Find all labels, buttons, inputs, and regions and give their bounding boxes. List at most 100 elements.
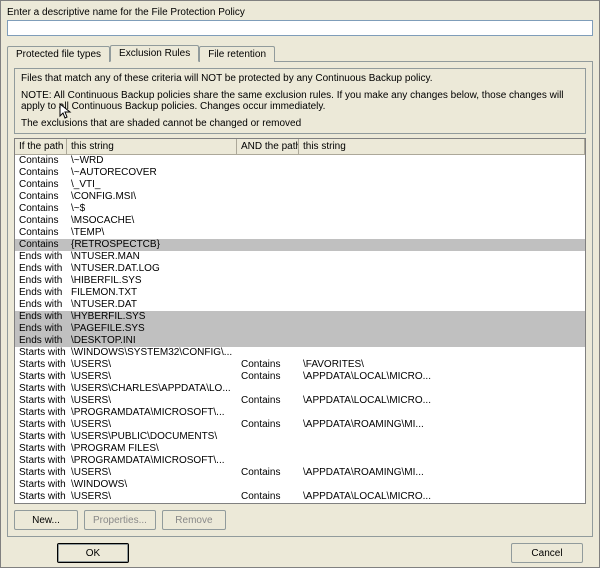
info-line1: Files that match any of these criteria w… (21, 73, 579, 84)
table-cell: Starts with (15, 407, 67, 419)
table-cell: \DESKTOP.INI (67, 335, 237, 347)
table-cell (299, 167, 585, 179)
table-cell (299, 299, 585, 311)
table-row[interactable]: Starts with\USERS\CHARLES\APPDATA\LO... (15, 383, 585, 395)
column-header-string1[interactable]: this string (67, 139, 237, 154)
table-buttons: New... Properties... Remove (14, 510, 586, 530)
table-row[interactable]: Ends with\NTUSER.DAT (15, 299, 585, 311)
table-row[interactable]: Contains\~WRD (15, 155, 585, 167)
table-cell: \APPDATA\LOCAL\MICRO... (299, 395, 585, 407)
table-cell: \APPDATA\ROAMING\MI... (299, 467, 585, 479)
table-cell: \APPDATA\ROAMING\MI... (299, 419, 585, 431)
table-cell (237, 335, 299, 347)
table-cell: Contains (237, 359, 299, 371)
table-cell (299, 287, 585, 299)
table-cell: Ends with (15, 335, 67, 347)
table-row[interactable]: Starts with\PROGRAMDATA\MICROSOFT\... (15, 455, 585, 467)
table-header: If the path this string AND the path thi… (15, 139, 585, 155)
table-cell: \USERS\CHARLES\APPDATA\LO... (67, 383, 237, 395)
table-cell: \~WRD (67, 155, 237, 167)
table-cell (299, 155, 585, 167)
table-cell (299, 263, 585, 275)
tab-protected-file-types[interactable]: Protected file types (7, 46, 110, 62)
table-cell (237, 323, 299, 335)
table-row[interactable]: Starts with\USERS\PUBLIC\DOCUMENTS\ (15, 431, 585, 443)
table-row[interactable]: Contains\~AUTORECOVER (15, 167, 585, 179)
table-cell (237, 287, 299, 299)
table-row[interactable]: Contains\MSOCACHE\ (15, 215, 585, 227)
policy-name-input[interactable] (7, 20, 593, 36)
table-cell (299, 215, 585, 227)
table-cell: Contains (15, 227, 67, 239)
table-row[interactable]: Ends with\HIBERFIL.SYS (15, 275, 585, 287)
table-cell (299, 407, 585, 419)
new-button[interactable]: New... (14, 510, 78, 530)
table-row[interactable]: Starts with\PROGRAMDATA\MICROSOFT\... (15, 407, 585, 419)
table-row[interactable]: Ends with\PAGEFILE.SYS (15, 323, 585, 335)
table-row[interactable]: Starts with\USERS\Contains\APPDATA\ROAMI… (15, 467, 585, 479)
table-cell: Contains (15, 179, 67, 191)
table-row[interactable]: Contains\CONFIG.MSI\ (15, 191, 585, 203)
table-row[interactable]: Starts with\USERS\Contains\APPDATA\ROAMI… (15, 419, 585, 431)
table-row[interactable]: Starts with\WINDOWS\SYSTEM32\CONFIG\... (15, 347, 585, 359)
table-row[interactable]: Ends with\NTUSER.MAN (15, 251, 585, 263)
table-cell: \APPDATA\LOCAL\MICRO... (299, 491, 585, 503)
cancel-button[interactable]: Cancel (511, 543, 583, 563)
table-row[interactable]: Contains\TEMP\ (15, 227, 585, 239)
table-cell (237, 179, 299, 191)
file-protection-policy-dialog: Enter a descriptive name for the File Pr… (0, 0, 600, 568)
table-cell: Starts with (15, 383, 67, 395)
table-row[interactable]: Contains\~$ (15, 203, 585, 215)
tab-exclusion-rules[interactable]: Exclusion Rules (110, 45, 199, 62)
table-body[interactable]: Contains\~WRDContains\~AUTORECOVERContai… (15, 155, 585, 503)
table-cell (299, 479, 585, 491)
table-cell: FILEMON.TXT (67, 287, 237, 299)
table-cell: \USERS\ (67, 371, 237, 383)
table-cell: \NTUSER.DAT (67, 299, 237, 311)
table-cell: \WINDOWS\SYSTEM32\CONFIG\... (67, 347, 237, 359)
table-cell: Ends with (15, 287, 67, 299)
table-cell (299, 323, 585, 335)
table-cell: \USERS\ (67, 491, 237, 503)
table-row[interactable]: Ends with\DESKTOP.INI (15, 335, 585, 347)
table-row[interactable]: Ends with\HYBERFIL.SYS (15, 311, 585, 323)
column-header-if-path[interactable]: If the path (15, 139, 67, 154)
table-row[interactable]: Contains\_VTI_ (15, 179, 585, 191)
table-cell (299, 203, 585, 215)
ok-button[interactable]: OK (57, 543, 129, 563)
exclusion-table: If the path this string AND the path thi… (14, 138, 586, 504)
table-cell (237, 479, 299, 491)
table-cell: Ends with (15, 251, 67, 263)
table-cell: Starts with (15, 395, 67, 407)
table-row[interactable]: Starts with\USERS\Contains\APPDATA\LOCAL… (15, 371, 585, 383)
table-cell (237, 203, 299, 215)
table-row[interactable]: Ends withFILEMON.TXT (15, 287, 585, 299)
table-row[interactable]: Starts with\WINDOWS\ (15, 479, 585, 491)
column-header-string2[interactable]: this string (299, 139, 585, 154)
table-row[interactable]: Starts with\USERS\Contains\FAVORITES\ (15, 359, 585, 371)
table-cell (237, 443, 299, 455)
table-cell: {RETROSPECTCB} (67, 239, 237, 251)
table-cell: \FAVORITES\ (299, 359, 585, 371)
tab-file-retention[interactable]: File retention (199, 46, 275, 62)
table-cell: Starts with (15, 479, 67, 491)
table-cell: Starts with (15, 455, 67, 467)
table-cell: \USERS\ (67, 419, 237, 431)
table-row[interactable]: Starts with\USERS\Contains\APPDATA\LOCAL… (15, 491, 585, 503)
table-cell (299, 431, 585, 443)
table-cell (299, 251, 585, 263)
table-row[interactable]: Ends with\NTUSER.DAT.LOG (15, 263, 585, 275)
table-row[interactable]: Starts with\PROGRAM FILES\ (15, 443, 585, 455)
info-box: Files that match any of these criteria w… (14, 68, 586, 134)
table-cell: \TEMP\ (67, 227, 237, 239)
table-row[interactable]: Starts with\USERS\Contains\APPDATA\LOCAL… (15, 395, 585, 407)
table-cell (237, 347, 299, 359)
table-cell: Contains (237, 395, 299, 407)
column-header-and-path[interactable]: AND the path (237, 139, 299, 154)
table-cell: Starts with (15, 419, 67, 431)
table-cell: Starts with (15, 359, 67, 371)
table-cell (237, 299, 299, 311)
table-cell: \CONFIG.MSI\ (67, 191, 237, 203)
table-row[interactable]: Contains{RETROSPECTCB} (15, 239, 585, 251)
table-cell: Starts with (15, 371, 67, 383)
